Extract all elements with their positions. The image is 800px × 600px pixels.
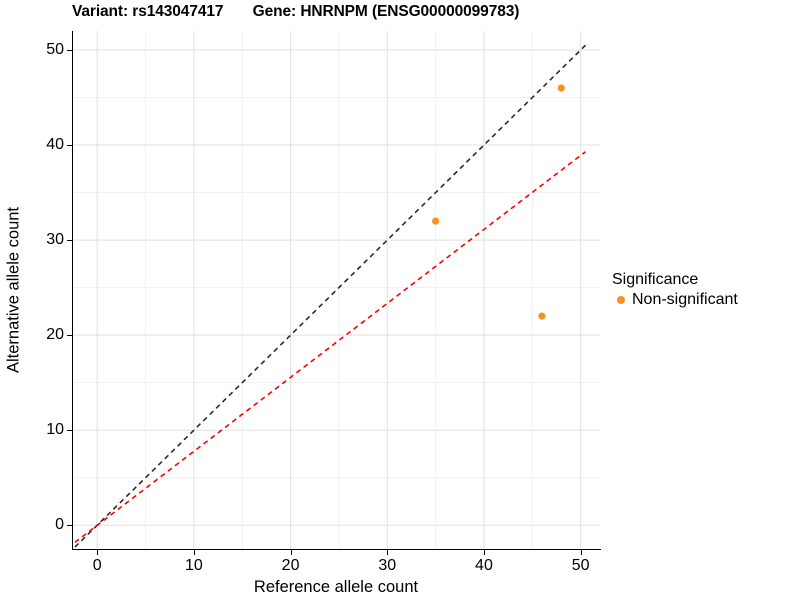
reference-lines	[74, 44, 587, 548]
x-axis-tick-label: 10	[184, 557, 203, 574]
y-axis-tick-label: 0	[55, 516, 64, 534]
y-axis-tick	[67, 430, 72, 432]
legend-entries: Non-significant	[612, 291, 797, 309]
x-axis-line	[72, 549, 601, 550]
legend-dot-icon	[617, 296, 625, 304]
y-axis-tick	[67, 240, 72, 242]
reference-line-identity	[74, 44, 587, 548]
x-axis-tick-label: 20	[281, 557, 300, 574]
y-axis-title: Alternative allele count	[4, 206, 23, 374]
legend-entry-label: Non-significant	[632, 291, 738, 308]
major-gridlines	[73, 31, 600, 549]
x-axis-tick	[387, 550, 389, 555]
y-axis-tick-label: 10	[46, 421, 64, 439]
minor-gridlines	[73, 31, 600, 549]
x-axis-tick-label: 50	[571, 557, 590, 574]
y-axis-line	[72, 31, 73, 550]
data-point	[557, 84, 565, 92]
y-axis-tick	[67, 335, 72, 337]
x-axis-tick	[483, 550, 485, 555]
y-axis-tick-label: 40	[46, 136, 64, 154]
data-point	[432, 217, 440, 225]
x-axis-tick	[97, 550, 99, 555]
plot-panel	[73, 31, 600, 549]
y-axis-tick	[67, 145, 72, 147]
x-axis-tick	[580, 550, 582, 555]
variant-title: Variant: rs143047417	[72, 3, 224, 20]
x-axis-title: Reference allele count	[253, 578, 419, 596]
x-axis-tick	[193, 550, 195, 555]
y-axis-tick	[67, 525, 72, 527]
y-axis-tick	[67, 50, 72, 51]
data-point	[538, 312, 546, 320]
y-axis-tick-label: 20	[46, 326, 64, 344]
y-axis-tick-label: 30	[46, 231, 64, 249]
x-axis-tick-label: 30	[378, 557, 397, 574]
x-axis-tick-label: 40	[475, 557, 493, 574]
gene-title: Gene: HNRNPM (ENSG00000099783)	[252, 3, 520, 20]
x-axis-tick	[290, 550, 292, 555]
legend-entry[interactable]: Non-significant	[612, 291, 797, 309]
legend-title: Significance	[612, 271, 699, 288]
legend-key	[612, 291, 630, 309]
legend: Significance Non-significant	[612, 270, 797, 309]
x-axis-tick-label: 0	[92, 557, 102, 574]
plot-canvas	[73, 31, 600, 549]
y-axis-tick-label: 50	[46, 41, 64, 58]
chart-title-row: Variant: rs143047417 Gene: HNRNPM (ENSG0…	[0, 0, 620, 28]
data-points	[432, 84, 565, 320]
reference-line-allelic-ratio	[74, 151, 586, 543]
